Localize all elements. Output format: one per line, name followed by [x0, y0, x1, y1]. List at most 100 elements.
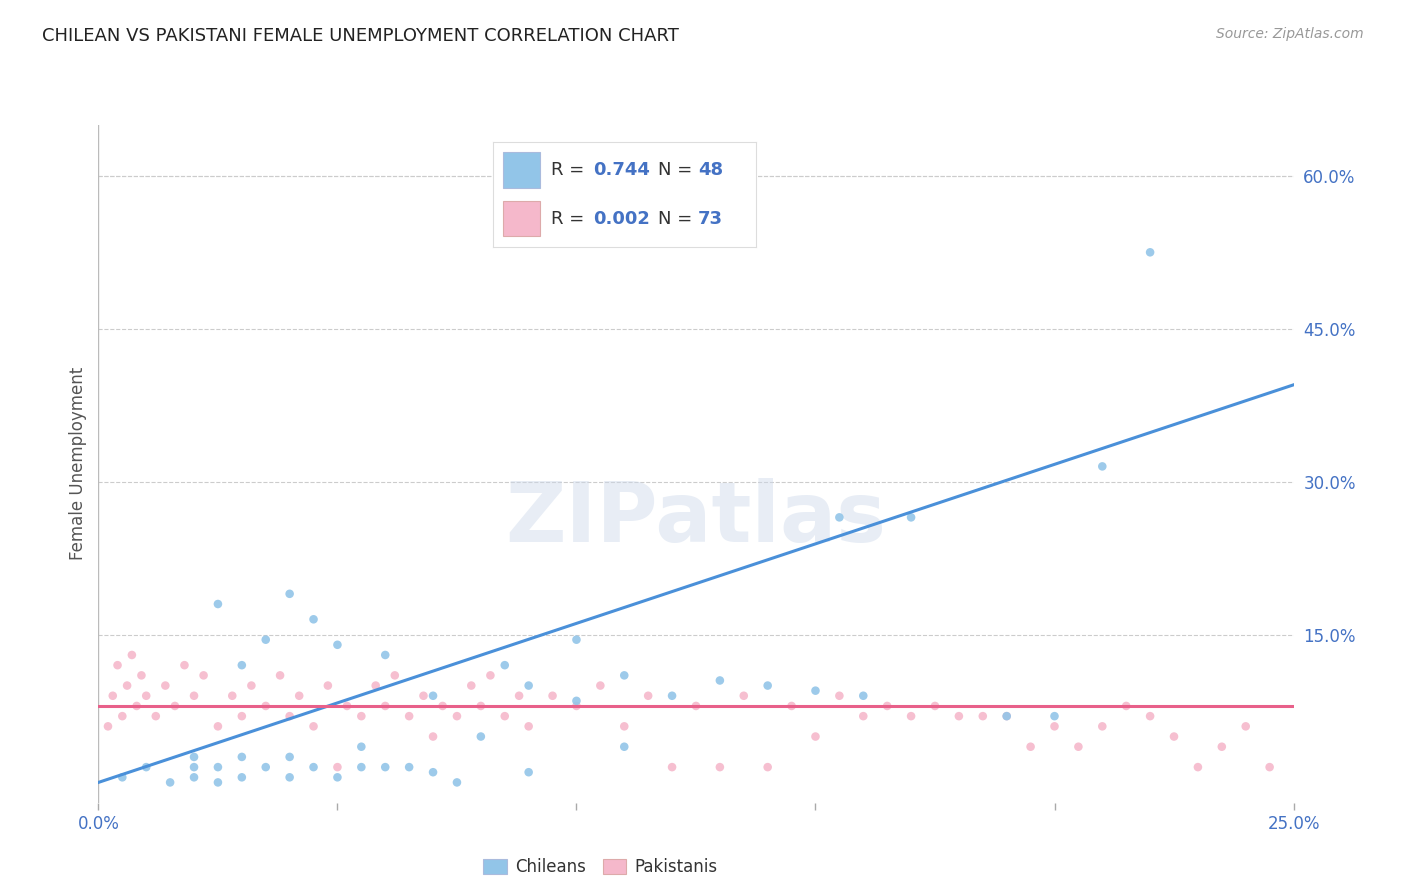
Point	[101, 689, 124, 703]
Point	[302, 612, 325, 626]
Point	[876, 698, 898, 713]
Point	[446, 775, 468, 789]
Point	[221, 689, 243, 703]
Point	[517, 765, 540, 780]
Point	[422, 730, 444, 744]
Point	[1211, 739, 1233, 754]
Point	[470, 698, 492, 713]
Point	[1115, 698, 1137, 713]
Point	[207, 597, 229, 611]
Point	[398, 760, 420, 774]
Text: 48: 48	[697, 161, 723, 179]
Point	[494, 658, 516, 673]
Point	[384, 668, 406, 682]
Point	[364, 679, 387, 693]
Point	[115, 679, 138, 693]
Point	[278, 750, 301, 764]
Point	[780, 698, 803, 713]
Point	[231, 709, 253, 723]
Point	[125, 698, 148, 713]
Point	[422, 689, 444, 703]
Point	[135, 689, 157, 703]
Point	[231, 770, 253, 784]
FancyBboxPatch shape	[503, 153, 540, 188]
Point	[207, 719, 229, 733]
Text: 0.744: 0.744	[593, 161, 650, 179]
Text: CHILEAN VS PAKISTANI FEMALE UNEMPLOYMENT CORRELATION CHART: CHILEAN VS PAKISTANI FEMALE UNEMPLOYMENT…	[42, 27, 679, 45]
Point	[446, 709, 468, 723]
Point	[159, 775, 181, 789]
Point	[828, 510, 851, 524]
Point	[374, 760, 396, 774]
Point	[1067, 739, 1090, 754]
Point	[972, 709, 994, 723]
Point	[278, 770, 301, 784]
Point	[183, 750, 205, 764]
Point	[111, 770, 134, 784]
Point	[508, 689, 530, 703]
Point	[316, 679, 339, 693]
Point	[288, 689, 311, 703]
Point	[613, 719, 636, 733]
Point	[231, 750, 253, 764]
Point	[828, 689, 851, 703]
Point	[302, 760, 325, 774]
Point	[661, 760, 683, 774]
Point	[852, 709, 875, 723]
Text: N =: N =	[658, 161, 699, 179]
Point	[948, 709, 970, 723]
Point	[193, 668, 215, 682]
Point	[565, 632, 588, 647]
Point	[1187, 760, 1209, 774]
Point	[121, 648, 143, 662]
Point	[733, 689, 755, 703]
Text: N =: N =	[658, 210, 699, 227]
Point	[207, 760, 229, 774]
Point	[661, 689, 683, 703]
Point	[1043, 719, 1066, 733]
Point	[183, 770, 205, 784]
Point	[231, 658, 253, 673]
Point	[685, 698, 707, 713]
Point	[1258, 760, 1281, 774]
Point	[111, 709, 134, 723]
Text: Source: ZipAtlas.com: Source: ZipAtlas.com	[1216, 27, 1364, 41]
Point	[804, 730, 827, 744]
Point	[589, 679, 612, 693]
Point	[350, 760, 373, 774]
Point	[517, 719, 540, 733]
Point	[852, 689, 875, 703]
Point	[613, 668, 636, 682]
Point	[254, 760, 277, 774]
Point	[350, 709, 373, 723]
Point	[278, 709, 301, 723]
Point	[145, 709, 167, 723]
Point	[326, 770, 349, 784]
Point	[336, 698, 359, 713]
Point	[422, 765, 444, 780]
Point	[494, 709, 516, 723]
Point	[924, 698, 946, 713]
Point	[163, 698, 186, 713]
Text: R =: R =	[551, 161, 589, 179]
Point	[460, 679, 482, 693]
Point	[541, 689, 564, 703]
Legend: Chileans, Pakistanis: Chileans, Pakistanis	[477, 851, 724, 882]
Point	[1234, 719, 1257, 733]
Point	[398, 709, 420, 723]
Point	[479, 668, 502, 682]
Point	[613, 739, 636, 754]
Point	[756, 679, 779, 693]
Point	[207, 775, 229, 789]
Text: ZIPatlas: ZIPatlas	[506, 477, 886, 558]
Point	[1043, 709, 1066, 723]
Point	[709, 760, 731, 774]
Point	[173, 658, 195, 673]
Point	[900, 709, 922, 723]
Point	[565, 694, 588, 708]
Point	[269, 668, 291, 682]
Point	[1091, 719, 1114, 733]
Point	[1139, 245, 1161, 260]
Point	[565, 698, 588, 713]
Point	[155, 679, 177, 693]
